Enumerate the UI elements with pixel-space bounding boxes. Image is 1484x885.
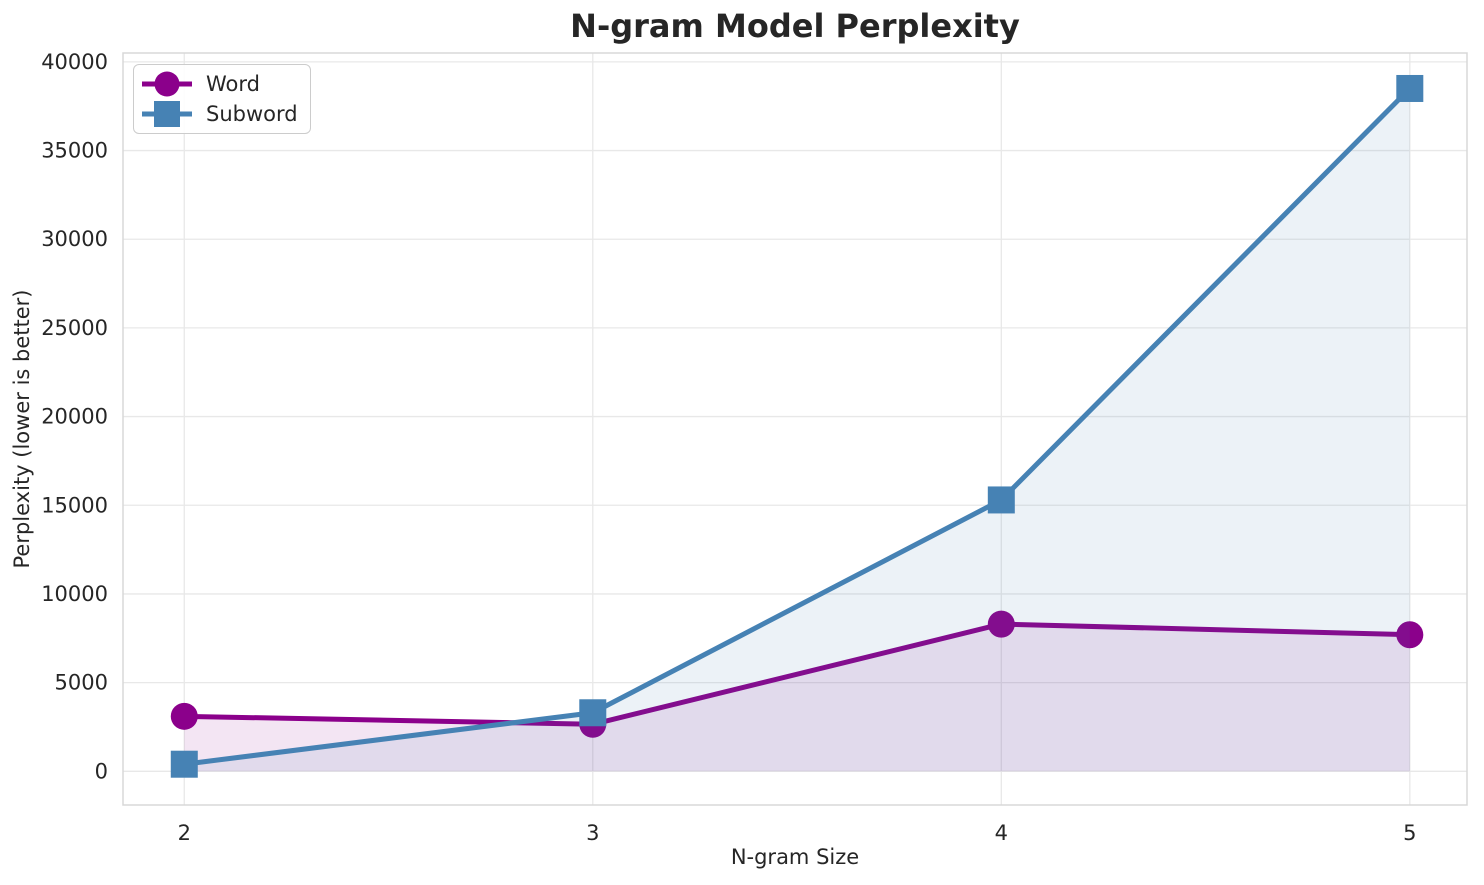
series-word-marker xyxy=(170,702,198,730)
legend-item-subword: Subword xyxy=(142,99,298,129)
series-subword xyxy=(170,74,1424,778)
legend-label: Word xyxy=(206,72,260,96)
y-tick-label: 30000 xyxy=(41,227,108,251)
x-tick-label: 2 xyxy=(178,821,191,845)
y-tick-label: 10000 xyxy=(41,582,108,606)
plot-spines xyxy=(122,52,1468,806)
series-subword-area xyxy=(184,88,1410,772)
y-tick-label: 0 xyxy=(95,759,108,783)
series-word-line xyxy=(181,621,1413,727)
x-tick-label: 5 xyxy=(1403,821,1416,845)
series-subword-marker xyxy=(579,699,607,727)
y-tick-label: 15000 xyxy=(41,493,108,517)
series-word-marker xyxy=(987,610,1015,638)
y-tick-label: 5000 xyxy=(55,671,108,695)
y-tick-label: 20000 xyxy=(41,405,108,429)
gridlines xyxy=(123,53,1467,805)
y-tick-label: 40000 xyxy=(41,50,108,74)
y-tick-label: 35000 xyxy=(41,139,108,163)
legend-label: Subword xyxy=(206,102,298,126)
legend-item-word: Word xyxy=(142,69,298,99)
series-subword-marker xyxy=(987,486,1015,514)
series-word-marker xyxy=(1396,621,1424,649)
x-tick-label: 3 xyxy=(586,821,599,845)
legend: Word Subword xyxy=(133,64,311,134)
legend-square-icon xyxy=(142,101,192,127)
chart-title: N-gram Model Perplexity xyxy=(570,7,1020,45)
series-subword-marker xyxy=(1396,74,1424,102)
x-tick-label: 4 xyxy=(995,821,1008,845)
x-axis-label: N-gram Size xyxy=(730,845,860,869)
series-word-area xyxy=(184,624,1410,772)
series-subword-line xyxy=(181,85,1413,767)
series-word xyxy=(170,610,1424,772)
y-tick-label: 25000 xyxy=(41,316,108,340)
legend-circle-icon xyxy=(142,71,192,97)
series-subword-marker xyxy=(170,750,198,778)
y-axis-label: Perplexity (lower is better) xyxy=(10,289,34,569)
